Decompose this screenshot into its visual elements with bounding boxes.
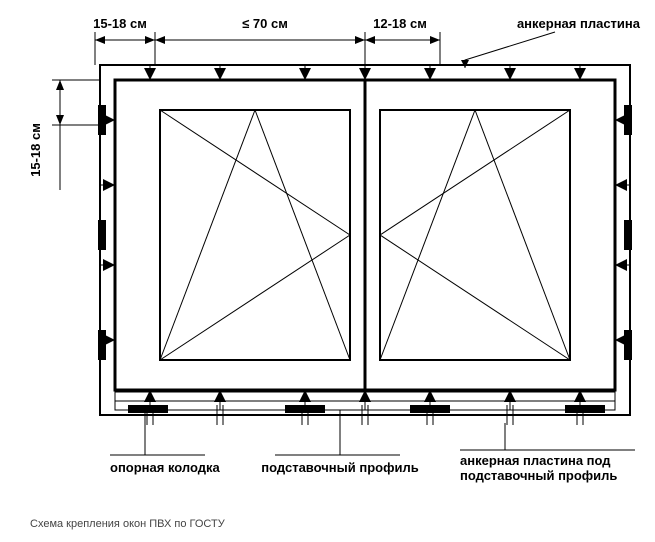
sash-right (380, 110, 570, 360)
dim-top-right: 12-18 см (373, 16, 427, 31)
anchors-top (144, 65, 586, 80)
top-dim-bar (95, 32, 440, 65)
diagram-svg: 15-18 см ≤ 70 см 12-18 см анкерная пласт… (10, 10, 645, 510)
svg-text:15-18 см: 15-18 см (28, 123, 43, 177)
anchors-bottom (144, 390, 586, 410)
bottom-callouts: опорная колодка подставочный профиль анк… (110, 410, 635, 483)
label-anchor-under-2: подставочный профиль (460, 468, 617, 483)
diagram-container: 15-18 см ≤ 70 см 12-18 см анкерная пласт… (10, 10, 645, 510)
sash-left (160, 110, 350, 360)
label-support-block: опорная колодка (110, 460, 221, 475)
dim-top-mid: ≤ 70 см (242, 16, 288, 31)
bottom-blocks (128, 405, 605, 413)
dim-top-left: 15-18 см (93, 16, 147, 31)
callout-line-anchor (465, 32, 555, 68)
caption: Схема крепления окон ПВХ по ГОСТУ (30, 518, 655, 530)
label-anchor-plate: анкерная пластина (517, 16, 641, 31)
side-dim: 15-18 см (28, 80, 100, 190)
label-sub-profile: подставочный профиль (261, 460, 418, 475)
label-anchor-under-1: анкерная пластина под (460, 453, 611, 468)
